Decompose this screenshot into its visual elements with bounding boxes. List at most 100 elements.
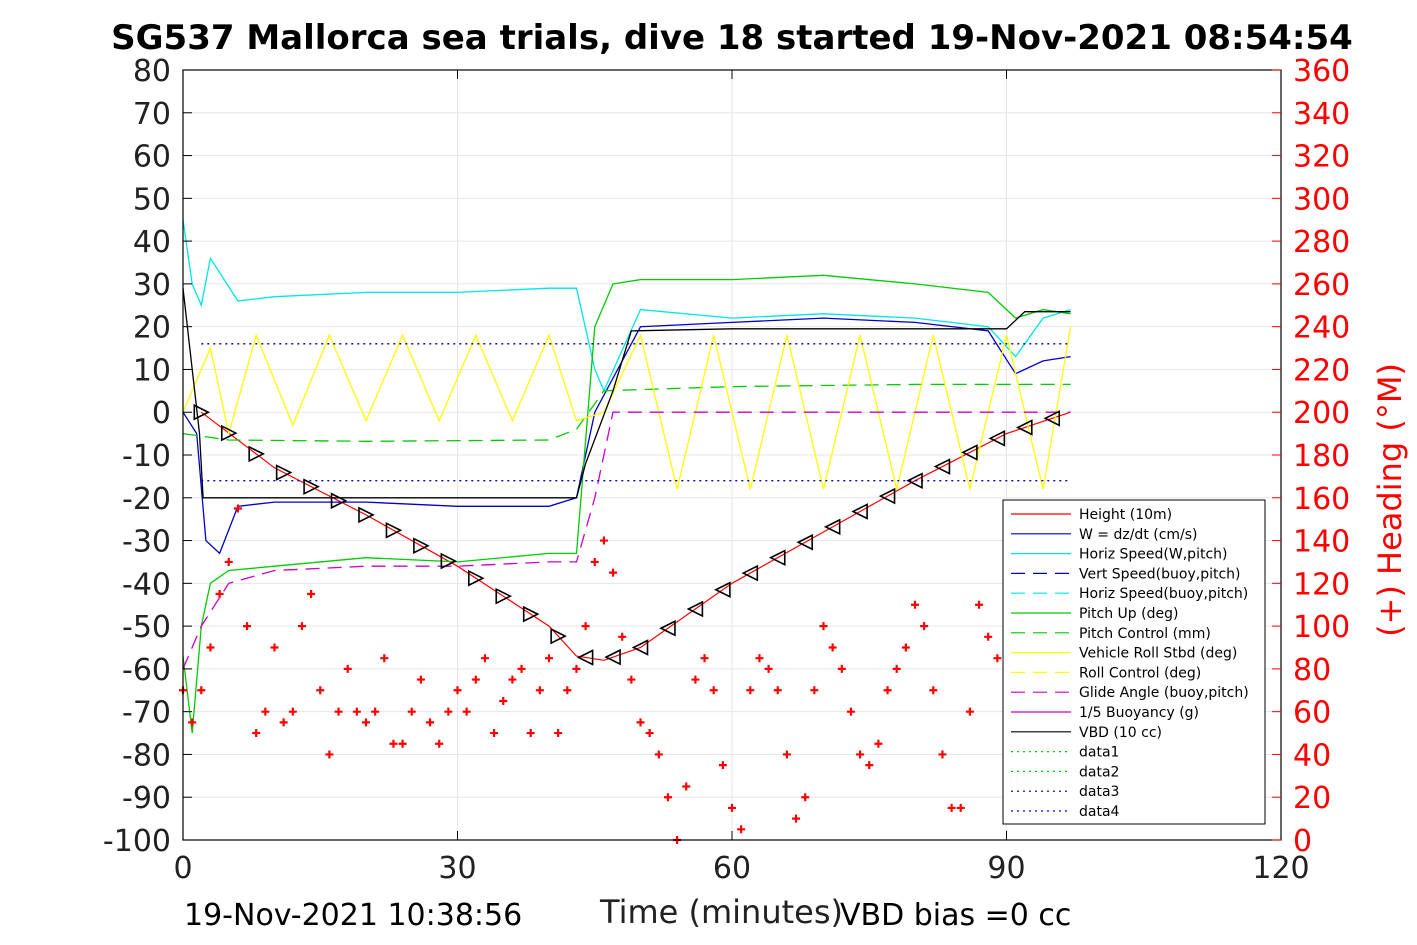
heading-marker (316, 686, 325, 695)
heading-marker (965, 707, 974, 716)
y2-tick-label: 360 (1293, 54, 1350, 89)
heading-marker (938, 750, 947, 759)
depth-marker (440, 552, 458, 570)
heading-marker (929, 686, 938, 695)
series-layer (182, 219, 1072, 734)
heading-marker (636, 718, 645, 727)
heading-marker (307, 590, 316, 599)
heading-marker (389, 739, 398, 748)
depth-marker (358, 506, 375, 524)
y2-tick-label: 120 (1293, 567, 1350, 602)
heading-marker (453, 686, 462, 695)
depth-marker (768, 549, 786, 566)
depth-marker (906, 472, 923, 489)
depth-marker (878, 487, 896, 505)
depth-marker (686, 600, 704, 618)
y-tick-label: 10 (133, 353, 171, 388)
y-tick-label: -60 (122, 653, 171, 688)
y-axis-left: -100-90-80-70-60-50-40-30-20-10010203040… (103, 54, 192, 859)
depth-marker (330, 492, 348, 510)
series-line (182, 288, 1071, 499)
legend-entry-label: Height (10m) (1079, 507, 1172, 523)
depth-marker (1043, 410, 1061, 427)
depth-marker (823, 518, 841, 536)
depth-marker (550, 627, 567, 645)
heading-marker (297, 622, 306, 631)
heading-marker (718, 761, 727, 770)
series-line (182, 219, 1071, 393)
heading-marker (407, 707, 416, 716)
legend-entry-label: data2 (1079, 764, 1119, 780)
depth-marker (385, 521, 403, 539)
heading-marker (737, 825, 746, 834)
heading-marker (645, 729, 654, 738)
y-tick-label: -70 (122, 696, 171, 731)
heading-marker (819, 622, 828, 631)
depth-marker (522, 605, 540, 623)
heading-marker (398, 739, 407, 748)
heading-series (179, 504, 1048, 844)
heading-marker (535, 686, 544, 695)
depth-marker (851, 503, 868, 520)
series-line (182, 326, 1072, 490)
heading-marker (371, 707, 380, 716)
heading-marker (984, 632, 993, 641)
heading-marker (352, 707, 361, 716)
y-tick-label: 50 (133, 182, 171, 217)
heading-marker (581, 622, 590, 631)
heading-marker (508, 675, 517, 684)
y2-tick-label: 140 (1293, 525, 1350, 560)
series-line (182, 411, 1071, 670)
depth-marker (714, 581, 731, 599)
y2-tick-label: 320 (1293, 140, 1350, 175)
y-tick-label: 0 (152, 396, 171, 431)
depth-marker (413, 537, 430, 554)
legend: Height (10m) W = dz/dt (cm/s) Horiz Speed(… (1002, 499, 1266, 825)
heading-marker (874, 739, 883, 748)
legend-entry-label: Roll Control (deg) (1079, 665, 1201, 681)
heading-marker (279, 718, 288, 727)
legend-entry-label: Glide Angle (buoy,pitch) (1079, 685, 1249, 701)
heading-marker (416, 675, 425, 684)
depth-marker (988, 430, 1006, 447)
x-tick-label: 0 (173, 851, 192, 886)
heading-marker (828, 643, 837, 652)
depth-marker (961, 444, 978, 461)
legend-entry-label: data1 (1079, 745, 1119, 761)
heading-marker (920, 622, 929, 631)
x-tick-label: 90 (987, 851, 1025, 886)
y2-tick-label: 300 (1293, 182, 1350, 217)
legend-entry-label: 1/5 Buoyancy (g) (1079, 705, 1199, 721)
heading-marker (773, 686, 782, 695)
heading-marker (334, 707, 343, 716)
y-tick-label: 20 (133, 311, 171, 346)
legend-entry-label: Pitch Up (deg) (1079, 606, 1178, 622)
heading-marker (627, 675, 636, 684)
legend-entry-label: data3 (1079, 784, 1119, 800)
heading-marker (901, 643, 910, 652)
y-tick-label: -30 (122, 525, 171, 560)
y2-tick-label: 100 (1293, 610, 1350, 645)
heading-marker (563, 686, 572, 695)
y2-tick-label: 280 (1293, 225, 1350, 260)
series-line (182, 383, 1071, 442)
heading-marker (206, 643, 215, 652)
heading-marker (325, 750, 334, 759)
heading-marker (233, 504, 242, 513)
y-tick-label: 60 (133, 140, 171, 175)
y2-tick-label: 160 (1293, 482, 1350, 517)
y2-tick-label: 180 (1293, 439, 1350, 474)
heading-marker (499, 696, 508, 705)
heading-marker (599, 536, 608, 545)
depth-marker (303, 478, 320, 495)
heading-marker (956, 803, 965, 812)
depth-marker (495, 587, 513, 605)
depth-marker (933, 458, 951, 475)
heading-marker (947, 803, 956, 812)
legend-entry-label: Horiz Speed(W,pitch) (1079, 547, 1227, 563)
depth-marker (659, 619, 676, 637)
heading-marker (911, 600, 919, 609)
heading-marker (490, 729, 499, 738)
legend-entry-label: data4 (1079, 804, 1120, 820)
